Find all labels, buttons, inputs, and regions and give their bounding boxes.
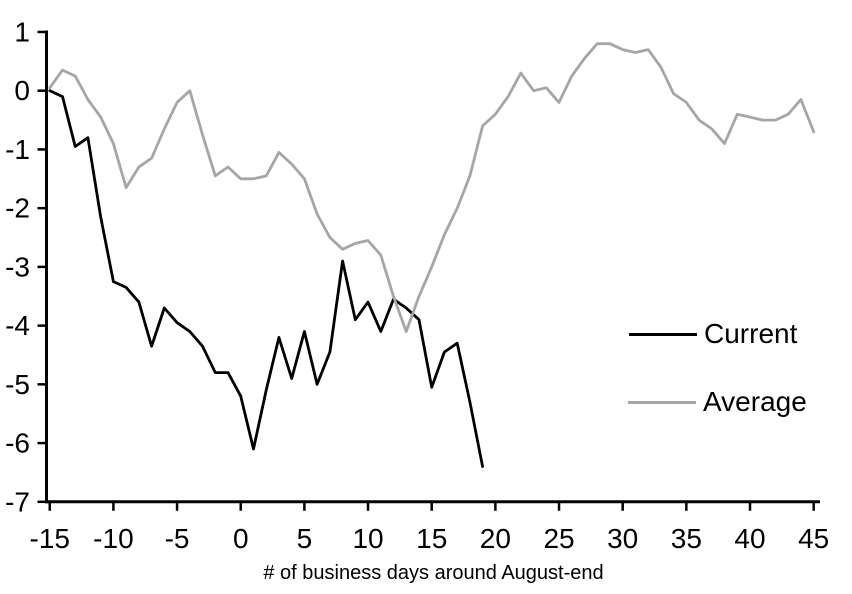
x-tick-label: -10 [93, 523, 133, 554]
y-tick-label: -2 [5, 193, 30, 224]
legend-item-average: Average [628, 388, 807, 416]
series-line-average [48, 42, 816, 333]
y-tick-label: -7 [5, 486, 30, 517]
x-tick-label: 15 [416, 523, 447, 554]
x-tick-label: 20 [480, 523, 511, 554]
current-line-swatch [629, 332, 697, 336]
y-tick-label: -1 [5, 134, 30, 165]
y-tick-label: -3 [5, 251, 30, 282]
y-tick-label: 0 [14, 75, 30, 106]
x-tick-label: 45 [798, 523, 829, 554]
y-tick-label: -4 [5, 310, 30, 341]
x-tick-label: 40 [734, 523, 765, 554]
x-tick-label: -15 [30, 523, 70, 554]
series-line-current [48, 89, 485, 469]
y-tick-label: -5 [5, 369, 30, 400]
x-tick-label: 0 [233, 523, 249, 554]
legend-item-current: Current [629, 320, 797, 348]
x-tick-label: 25 [543, 523, 574, 554]
legend-label-current: Current [704, 318, 798, 349]
x-axis-title: # of business days around August-end [263, 562, 604, 584]
average-line-swatch [628, 400, 696, 404]
y-tick-label: -6 [5, 428, 30, 459]
x-tick-label: -5 [165, 523, 190, 554]
x-tick-label: 35 [671, 523, 702, 554]
y-tick-label: 1 [14, 16, 30, 47]
x-tick-label: 30 [607, 523, 638, 554]
x-tick-label: 5 [297, 523, 313, 554]
legend-label-average: Average [703, 386, 807, 417]
x-tick-label: 10 [352, 523, 383, 554]
